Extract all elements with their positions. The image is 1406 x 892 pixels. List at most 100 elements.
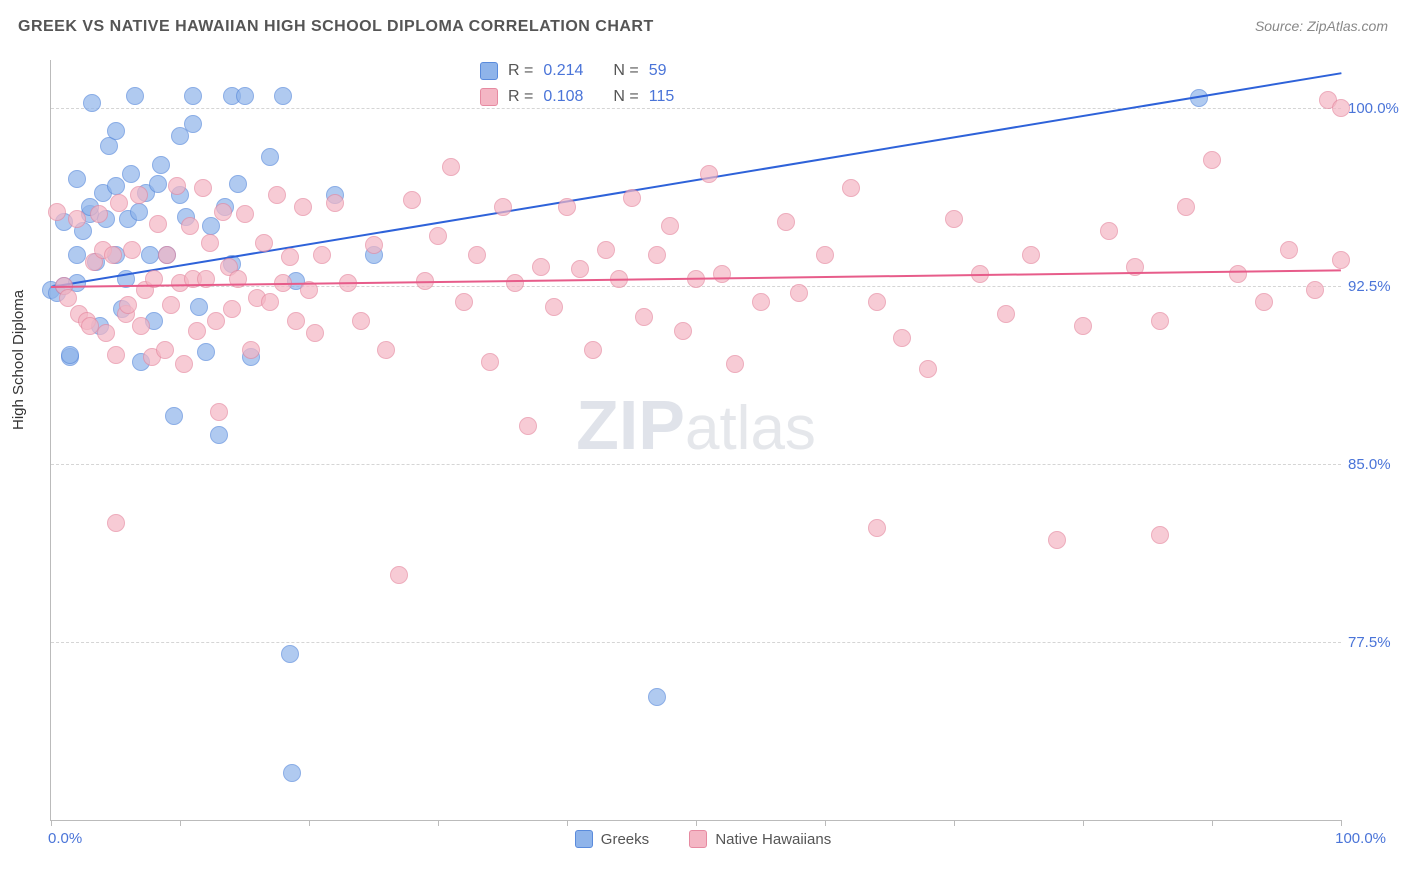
scatter-point [1151,526,1169,544]
scatter-point [184,87,202,105]
scatter-point [790,284,808,302]
swatch-greeks-icon [480,62,498,80]
scatter-point [110,194,128,212]
scatter-point [868,519,886,537]
scatter-point [130,203,148,221]
scatter-point [158,246,176,264]
scatter-point [181,217,199,235]
scatter-point [700,165,718,183]
legend-label-hawaiians: Native Hawaiians [715,831,831,848]
scatter-point [210,403,228,421]
n-label: N = [613,58,638,84]
scatter-point [283,764,301,782]
scatter-point [201,234,219,252]
scatter-point [123,241,141,259]
scatter-point [752,293,770,311]
stats-legend: R = 0.214 N = 59 R = 0.108 N = 115 [480,58,674,110]
n-label: N = [613,84,638,110]
series-legend: Greeks Native Hawaiians [0,830,1406,852]
x-tick [1341,820,1342,826]
scatter-point [281,248,299,266]
legend-item-greeks: Greeks [575,830,649,848]
scatter-point [68,210,86,228]
scatter-point [107,122,125,140]
scatter-point [242,341,260,359]
scatter-point [532,258,550,276]
gridline [51,108,1341,109]
scatter-point [188,322,206,340]
stats-legend-row-hawaiians: R = 0.108 N = 115 [480,84,674,110]
scatter-point [1229,265,1247,283]
scatter-point [236,87,254,105]
scatter-point [648,246,666,264]
scatter-point [1255,293,1273,311]
y-axis-label: High School Diploma [10,290,27,430]
legend-item-hawaiians: Native Hawaiians [689,830,831,848]
scatter-point [584,341,602,359]
n-value-hawaiians: 115 [649,84,675,110]
legend-label-greeks: Greeks [601,831,649,848]
scatter-point [126,87,144,105]
scatter-point [214,203,232,221]
scatter-point [61,346,79,364]
scatter-point [468,246,486,264]
scatter-point [313,246,331,264]
stats-legend-row-greeks: R = 0.214 N = 59 [480,58,674,84]
scatter-point [104,246,122,264]
r-label: R = [508,84,533,110]
swatch-greeks-icon [575,830,593,848]
scatter-point [1203,151,1221,169]
scatter-point [130,186,148,204]
scatter-point [545,298,563,316]
scatter-point [132,317,150,335]
scatter-point [261,293,279,311]
scatter-point [868,293,886,311]
scatter-point [481,353,499,371]
scatter-point [506,274,524,292]
scatter-point [90,205,108,223]
scatter-point [107,514,125,532]
r-value-hawaiians: 0.108 [543,84,583,110]
scatter-point [816,246,834,264]
scatter-point [165,407,183,425]
scatter-point [68,170,86,188]
x-tick [180,820,181,826]
scatter-point [162,296,180,314]
r-value-greeks: 0.214 [543,58,583,84]
y-tick-label: 77.5% [1348,634,1391,651]
y-tick-label: 85.0% [1348,456,1391,473]
scatter-point [194,179,212,197]
scatter-point [68,246,86,264]
scatter-point [268,186,286,204]
watermark-bold: ZIP [576,386,685,464]
scatter-point [1280,241,1298,259]
scatter-point [97,324,115,342]
scatter-point [236,205,254,223]
scatter-point [455,293,473,311]
scatter-point [141,246,159,264]
scatter-point [442,158,460,176]
scatter-point [59,289,77,307]
x-tick [309,820,310,826]
scatter-point [184,115,202,133]
chart-container: GREEK VS NATIVE HAWAIIAN HIGH SCHOOL DIP… [0,0,1406,892]
scatter-point [255,234,273,252]
watermark: ZIPatlas [576,385,816,465]
x-tick-label-min: 0.0% [48,830,82,847]
scatter-point [777,213,795,231]
watermark-rest: atlas [685,394,816,463]
scatter-point [83,94,101,112]
scatter-point [326,194,344,212]
scatter-point [1048,531,1066,549]
scatter-point [107,346,125,364]
scatter-point [390,566,408,584]
scatter-point [274,87,292,105]
scatter-point [842,179,860,197]
y-tick-label: 100.0% [1348,100,1399,117]
scatter-point [229,175,247,193]
scatter-point [281,645,299,663]
scatter-point [648,688,666,706]
x-tick [51,820,52,826]
scatter-point [597,241,615,259]
x-tick [567,820,568,826]
